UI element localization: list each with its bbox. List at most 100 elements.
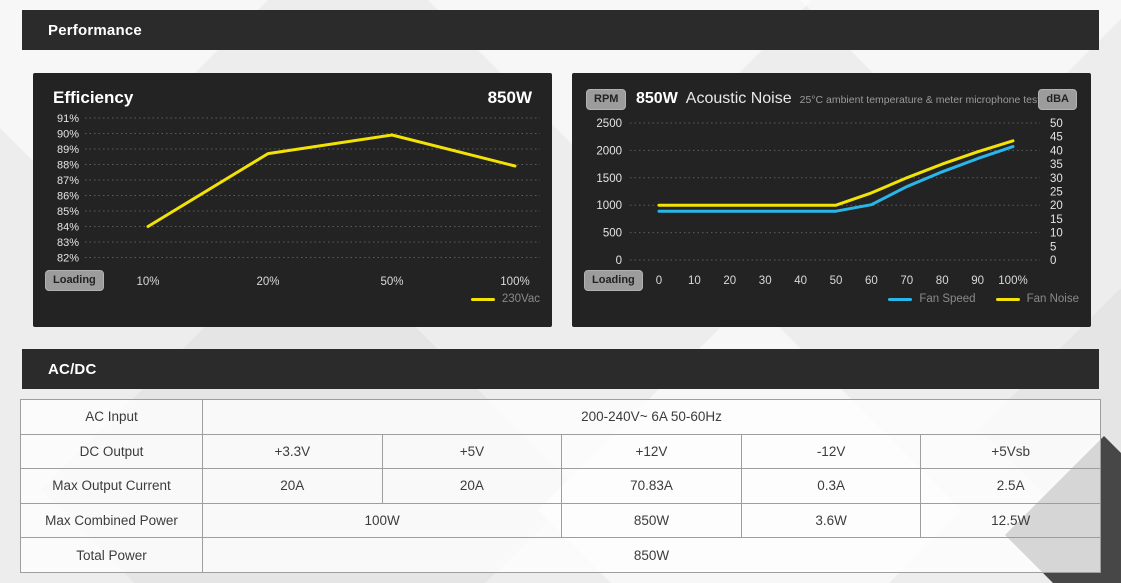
row-label-cell: Total Power	[20, 537, 203, 573]
efficiency-line-230Vac	[146, 133, 517, 228]
legend-item: 230Vac	[470, 293, 540, 305]
performance-section-header: Performance	[22, 10, 1099, 50]
value-cell: 20A	[202, 468, 383, 504]
noise-x-tick-label: 50	[830, 275, 843, 287]
row-label-cell: Max Combined Power	[20, 502, 203, 539]
efficiency-y-tick-label: 91%	[57, 113, 79, 125]
value-cell: 100W	[201, 502, 563, 539]
acoustic-noise-loading-badge: Loading	[584, 270, 643, 292]
efficiency-y-tick-label: 87%	[57, 175, 79, 187]
noise-line-fan-noise	[657, 139, 1015, 207]
noise-line-fan-speed	[657, 145, 1015, 213]
efficiency-chart-plot: 91% 90% 89% 88% 87% 86% 85% 84% 83% 82% 10% 20% 50% 1…	[57, 113, 540, 288]
rpm-axis-badge: RPM	[586, 89, 627, 111]
acdc-section-title: AC/DC	[48, 360, 97, 378]
acdc-spec-table: AC Input 200-240V~ 6A 50-60Hz DC Output +3.…	[20, 399, 1102, 573]
acoustic-noise-legend: Fan Speed Fan Noise	[888, 293, 1079, 305]
value-cell: 70.83A	[561, 468, 742, 504]
efficiency-y-tick-label: 86%	[57, 191, 79, 203]
legend-label: Fan Speed	[919, 293, 976, 305]
efficiency-y-tick-label: 89%	[57, 144, 79, 156]
value-cell: +12V	[561, 433, 742, 470]
table-row: AC Input 200-240V~ 6A 50-60Hz	[20, 399, 1102, 435]
noise-x-tick-label: 80	[936, 275, 949, 287]
value-cell: 850W	[201, 537, 1102, 573]
row-label-cell: DC Output	[20, 433, 203, 470]
efficiency-legend: 230Vac	[470, 293, 540, 305]
performance-section-title: Performance	[48, 21, 142, 39]
noise-x-tick-label: 100%	[998, 275, 1027, 287]
noise-right-tick-label: 25	[1050, 187, 1063, 199]
noise-x-tick-label: 90	[971, 275, 984, 287]
efficiency-x-tick-label: 20%	[256, 276, 279, 288]
legend-swatch	[470, 297, 495, 301]
legend-item: Fan Speed	[888, 293, 976, 305]
efficiency-chart-panel: Efficiency 850W 91% 90% 89% 88% 87% 86% 85% 84%…	[33, 73, 552, 327]
value-cell: 2.5A	[920, 468, 1102, 504]
noise-right-tick-label: 45	[1050, 132, 1063, 144]
efficiency-y-tick-label: 88%	[57, 160, 79, 172]
table-row: Max Combined Power 100W 850W 3.6W 12.5W	[20, 502, 1102, 539]
legend-label: 230Vac	[501, 293, 540, 305]
efficiency-x-tick-label: 50%	[380, 276, 403, 288]
noise-right-tick-label: 35	[1050, 159, 1063, 171]
efficiency-x-tick-label: 100%	[500, 276, 529, 288]
acoustic-noise-header: 850W Acoustic Noise 25°C ambient tempera…	[636, 90, 1040, 108]
noise-x-tick-label: 70	[900, 275, 913, 287]
efficiency-y-tick-label: 90%	[57, 129, 79, 141]
efficiency-y-tick-label: 84%	[57, 222, 79, 234]
value-cell: 20A	[381, 468, 563, 504]
value-cell: 12.5W	[920, 502, 1102, 539]
noise-x-tick-label: 20	[723, 275, 736, 287]
efficiency-y-tick-label: 82%	[57, 253, 79, 265]
efficiency-chart-title: Efficiency	[53, 88, 134, 107]
legend-swatch	[995, 297, 1020, 301]
noise-left-tick-label: 500	[603, 228, 622, 240]
noise-right-tick-label: 20	[1050, 200, 1063, 212]
acoustic-noise-subtitle: 25°C ambient temperature & meter microph…	[799, 94, 1041, 106]
noise-x-tick-label: 40	[794, 275, 807, 287]
noise-left-tick-label: 1500	[596, 173, 622, 185]
value-cell: +5V	[381, 433, 563, 470]
noise-right-tick-label: 40	[1050, 145, 1063, 157]
table-row: DC Output +3.3V +5V +12V -12V +5Vsb	[20, 433, 1102, 470]
value-cell: 0.3A	[740, 468, 922, 504]
acoustic-noise-title: Acoustic Noise	[685, 90, 792, 107]
noise-left-tick-label: 1000	[596, 200, 622, 212]
noise-right-tick-label: 15	[1050, 214, 1063, 226]
legend-swatch	[888, 297, 913, 301]
acdc-section-header: AC/DC	[22, 349, 1099, 389]
legend-label: Fan Noise	[1026, 293, 1079, 305]
noise-left-tick-label: 0	[616, 255, 622, 267]
row-label-cell: Max Output Current	[20, 468, 203, 504]
value-cell: +5Vsb	[920, 433, 1102, 470]
value-cell: -12V	[740, 433, 922, 470]
noise-x-tick-label: 30	[759, 275, 772, 287]
value-cell: +3.3V	[202, 433, 383, 470]
efficiency-wattage-label: 850W	[487, 88, 532, 107]
noise-right-tick-label: 50	[1050, 118, 1063, 130]
row-label-cell: AC Input	[20, 399, 203, 435]
noise-x-tick-label: 0	[656, 275, 662, 287]
efficiency-y-tick-label: 85%	[57, 206, 79, 218]
noise-x-tick-label: 60	[865, 275, 878, 287]
noise-x-tick-label: 10	[688, 275, 701, 287]
efficiency-loading-badge: Loading	[45, 270, 104, 292]
table-row: Total Power 850W	[20, 537, 1102, 573]
dba-axis-badge: dBA	[1038, 89, 1077, 111]
noise-right-tick-label: 0	[1050, 255, 1056, 267]
noise-left-tick-label: 2000	[596, 145, 622, 157]
noise-right-tick-label: 10	[1050, 228, 1063, 240]
legend-item: Fan Noise	[995, 293, 1079, 305]
table-row: Max Output Current 20A 20A 70.83A 0.3A 2.5A	[20, 468, 1102, 504]
value-cell: 850W	[561, 502, 742, 539]
noise-left-tick-label: 2500	[596, 118, 622, 130]
efficiency-y-tick-label: 83%	[57, 237, 79, 249]
value-cell: 200-240V~ 6A 50-60Hz	[201, 399, 1102, 435]
noise-right-tick-label: 30	[1050, 173, 1063, 185]
noise-right-tick-label: 5	[1050, 241, 1056, 253]
acoustic-noise-chart-panel: RPM 850W Acoustic Noise 25°C ambient tem…	[572, 73, 1091, 327]
acoustic-noise-chart-plot: 2500200015001000500050454035302520151050…	[596, 118, 1063, 287]
acoustic-noise-wattage: 850W	[636, 90, 678, 107]
